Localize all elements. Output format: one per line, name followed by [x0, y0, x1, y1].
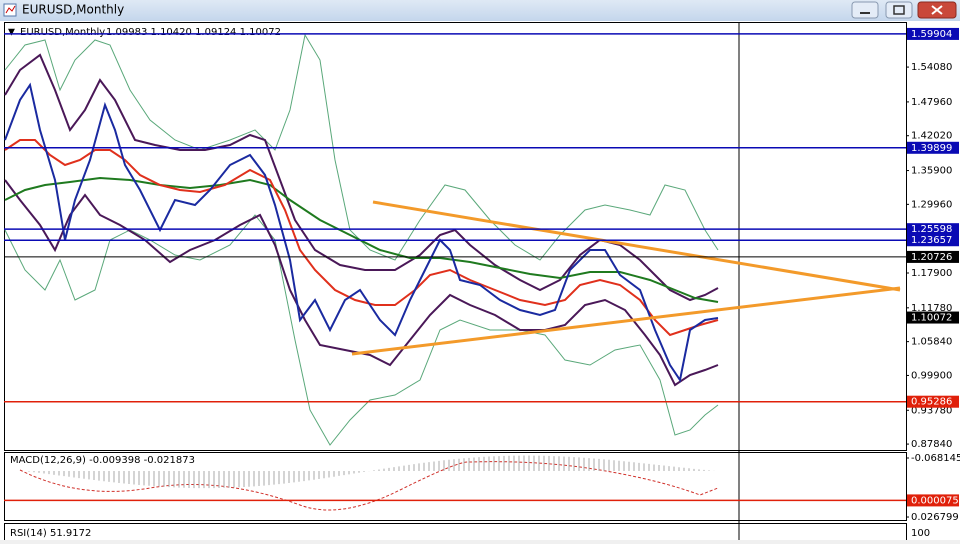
level-tag — [907, 494, 959, 507]
main-panel-frame — [4, 22, 907, 451]
y-tick-label: -0.068145 — [911, 453, 960, 464]
y-tick-label: 1.42020 — [911, 131, 952, 142]
y-tick-label: 0.87840 — [911, 439, 952, 450]
level-tag — [907, 395, 959, 408]
y-tick-label: 1.05840 — [911, 337, 952, 348]
y-tick-label: 0.93780 — [911, 405, 952, 416]
price-line — [4, 82, 719, 383]
level-label: 1.20726 — [911, 252, 952, 263]
chart-background — [0, 21, 960, 540]
macd-signal — [19, 461, 719, 511]
level-label: 1.10072 — [911, 313, 952, 324]
window-icon-glyph — [5, 5, 16, 14]
level-tag — [907, 234, 959, 247]
level-label: 1.39899 — [911, 143, 952, 154]
level-tag — [907, 27, 959, 40]
y-tick-label: 0.026799 — [911, 512, 959, 523]
y-tick-label: 1.29960 — [911, 199, 952, 210]
level-label: 1.23657 — [911, 235, 952, 246]
y-tick-label: 1.54080 — [911, 62, 952, 73]
title-bar — [0, 0, 960, 21]
ma-slow — [4, 176, 719, 303]
macd-panel-frame — [4, 452, 907, 521]
y-tick-label: 1.17900 — [911, 268, 952, 279]
level-label: 1.59904 — [911, 29, 952, 40]
rsi-label: RSI(14) 51.9172 — [10, 528, 91, 539]
restore-glyph — [893, 5, 905, 15]
y-tick-label: 100 — [911, 528, 930, 539]
level-tag — [907, 141, 959, 154]
y-tick-label: 1.35900 — [911, 166, 952, 177]
restore-button[interactable] — [885, 1, 913, 19]
support-trendline — [351, 286, 901, 356]
minimize-button[interactable] — [851, 1, 879, 19]
level-tag — [907, 250, 959, 263]
level-tag — [907, 311, 959, 324]
chart-marker: ▼ — [8, 28, 15, 38]
y-tick-label: 1.11780 — [911, 303, 952, 314]
bollinger-upper — [4, 33, 719, 261]
trendlines — [351, 200, 901, 356]
macd-label: MACD(12,26,9) -0.009398 -0.021873 — [10, 455, 195, 466]
close-glyph — [931, 5, 943, 15]
level-label: 1.25598 — [911, 224, 952, 235]
window-icon — [3, 3, 17, 17]
level-tag — [907, 223, 959, 236]
level-label: 0.95286 — [911, 397, 952, 408]
chart-symbol: EURUSD,Monthly — [20, 27, 105, 38]
y-tick-label: 0.99900 — [911, 370, 952, 381]
macd-histogram — [28, 455, 715, 489]
chart-ohlc: 1.09983 1.10420 1.09124 1.10072 — [106, 27, 281, 38]
ma-fast — [4, 139, 719, 337]
window-title: EURUSD,Monthly — [22, 3, 124, 17]
y-tick-label: 1.47960 — [911, 97, 952, 108]
resistance-trendline — [372, 200, 901, 292]
level-label: 0.000075 — [911, 495, 959, 506]
